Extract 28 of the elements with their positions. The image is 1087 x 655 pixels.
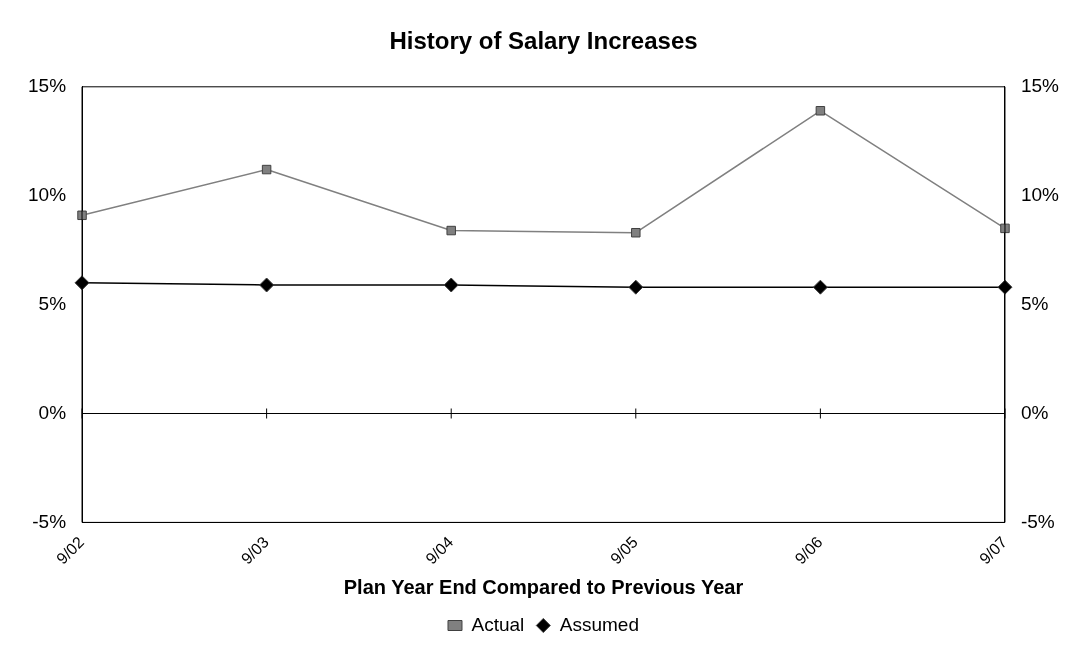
y2-tick-label: 15%	[1020, 75, 1060, 97]
y-tick-label: 15%	[28, 75, 67, 97]
point	[261, 164, 272, 175]
point	[815, 106, 826, 116]
point	[812, 279, 828, 295]
y-tick-label: 5%	[38, 292, 67, 314]
x-axis-title: Plan Year End Compared to Previous Year	[343, 575, 744, 598]
point	[631, 227, 641, 238]
point	[77, 210, 87, 221]
x-tick-label: 9/04	[422, 533, 457, 568]
x-tick-label: 9/06	[791, 533, 826, 568]
point	[628, 279, 644, 295]
y2-tick-label: 5%	[1020, 292, 1049, 314]
chart-title: History of Salary Increases	[389, 27, 698, 55]
y-tick-label: 10%	[28, 183, 67, 205]
y2-tick-label: 0%	[1020, 401, 1049, 423]
y-tick-label: -5%	[32, 510, 67, 532]
y2-tick-label: -5%	[1020, 510, 1055, 532]
point	[443, 277, 459, 293]
legend-label: Actual	[471, 613, 525, 635]
point	[1000, 223, 1010, 234]
point	[259, 277, 275, 293]
point	[446, 225, 456, 236]
legend-label: Assumed	[559, 613, 640, 635]
y2-tick-label: 10%	[1020, 183, 1060, 205]
x-tick-label: 9/03	[237, 533, 272, 568]
y-tick-label: 0%	[38, 401, 67, 423]
x-tick-label: 9/02	[53, 533, 88, 568]
